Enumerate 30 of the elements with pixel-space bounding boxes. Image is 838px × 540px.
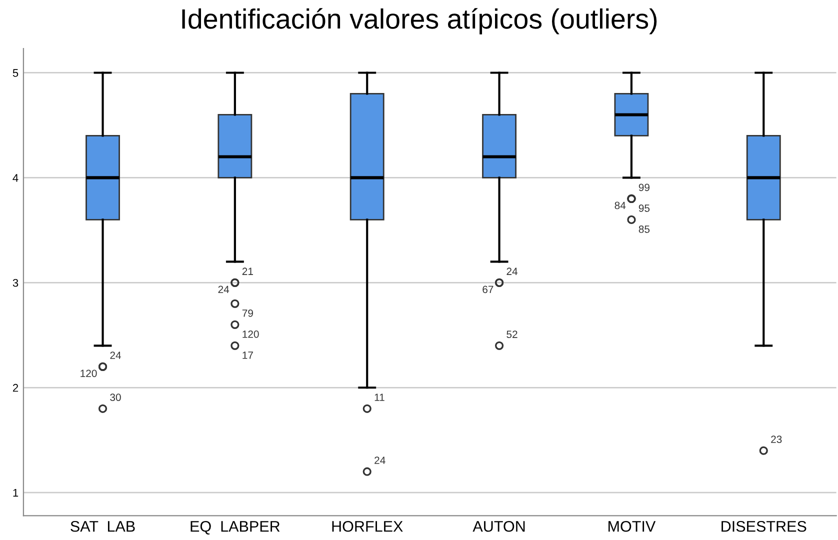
y-tick-label: 2: [12, 384, 18, 392]
annotation: 21: [242, 268, 253, 275]
y-tick-label: 4: [12, 174, 18, 182]
annotation: 79: [242, 310, 253, 317]
annotation: 23: [771, 436, 782, 444]
annotation: 95: [638, 204, 650, 212]
annotation: 17: [242, 352, 253, 359]
annotation: 24: [374, 456, 386, 464]
annotation: 52: [506, 330, 518, 338]
y-tick-label: 3: [12, 278, 18, 287]
annotation: 85: [638, 226, 650, 233]
x-tick-label: EQ LABPER: [190, 520, 280, 535]
x-tick-label: MOTIV: [608, 520, 656, 532]
x-tick-label: DISESTRES: [722, 520, 806, 532]
annotation: 120: [242, 330, 259, 338]
y-tick-label: 1: [13, 488, 18, 497]
annotation: 67: [482, 286, 494, 294]
x-tick-label: SAT LAB: [70, 520, 135, 532]
annotation: 24: [218, 286, 230, 293]
annotation: 24: [506, 268, 518, 275]
annotation: 99: [638, 184, 650, 192]
chart-title: Identificación valores atípicos (outliers): [182, 8, 657, 34]
annotation: 11: [374, 394, 384, 401]
y-tick-label: 5: [12, 69, 18, 77]
annotation: 30: [110, 394, 121, 402]
x-tick-label: AUTON: [472, 520, 525, 532]
annotation: 120: [80, 370, 97, 378]
annotation: 24: [110, 352, 121, 359]
x-tick-label: HORFLEX: [332, 520, 403, 532]
annotation: 84: [614, 202, 626, 210]
